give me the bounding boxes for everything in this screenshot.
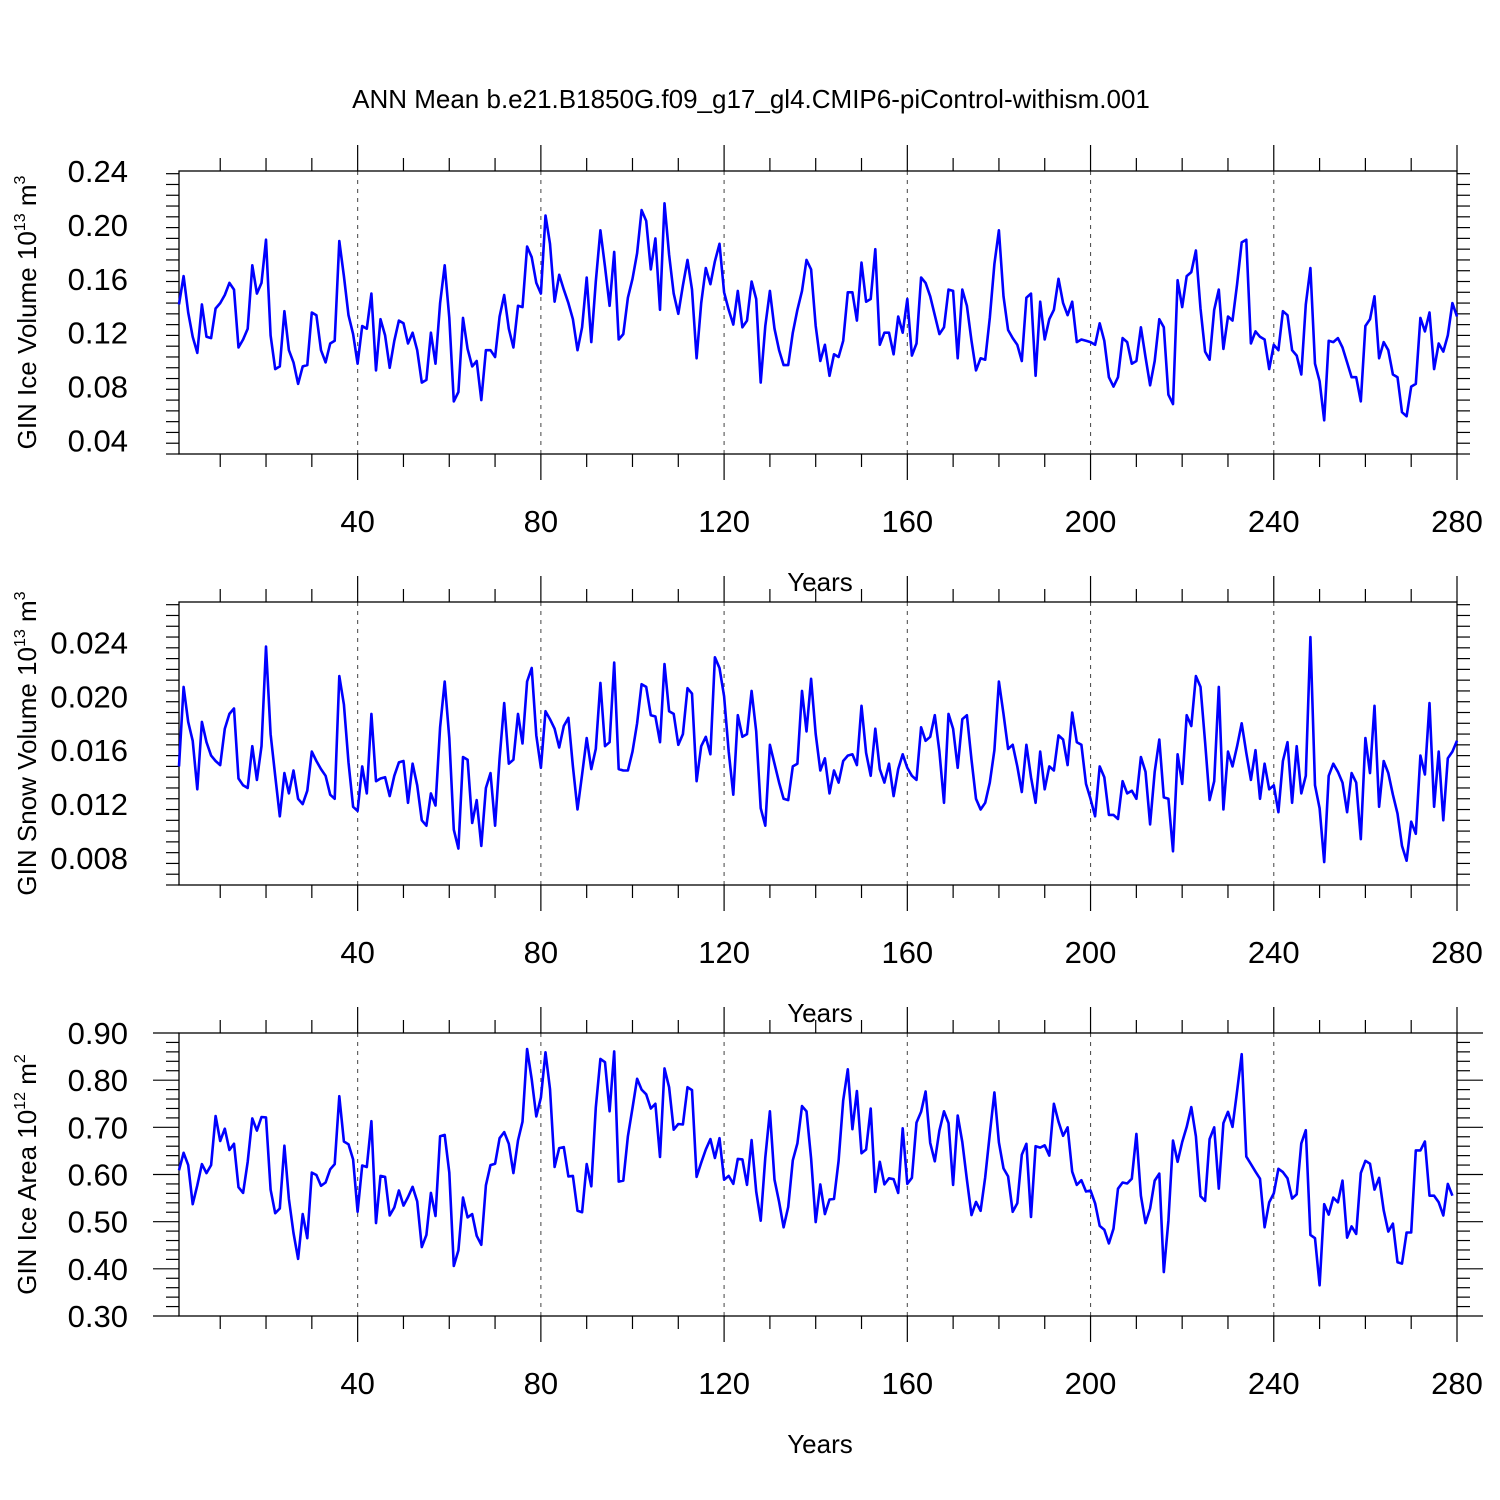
panel-ice-area-xlabel: Years: [787, 1429, 853, 1459]
panel-snow-volume-series: [177, 635, 1459, 864]
ylabel-exponent: 13: [12, 213, 29, 231]
panel-ice-area-ylabel: GIN Ice Area 1012 m2: [12, 1054, 42, 1295]
x-tick-label: 80: [524, 504, 558, 539]
y-tick-label: 0.016: [50, 733, 128, 768]
y-tick-label: 0.04: [68, 424, 128, 459]
x-tick-label: 200: [1065, 1366, 1117, 1401]
panel-ice-area-frame: [178, 1032, 1458, 1317]
panel-ice-volume-ylabel: GIN Ice Volume 1013 m3: [12, 175, 42, 449]
x-tick-label: 160: [881, 1366, 933, 1401]
x-tick-label: 280: [1431, 935, 1483, 970]
x-tick-label: 240: [1248, 504, 1300, 539]
x-tick-label: 80: [524, 935, 558, 970]
x-tick-label: 40: [340, 935, 374, 970]
y-tick-label: 0.08: [68, 370, 128, 405]
series-line: [177, 202, 1459, 422]
series-line: [177, 635, 1459, 864]
y-tick-label: 0.16: [68, 262, 128, 297]
y-tick-label: 0.008: [50, 841, 128, 876]
x-tick-label: 160: [881, 504, 933, 539]
main-title: ANN Mean b.e21.B1850G.f09_g17_gl4.CMIP6-…: [352, 84, 1150, 114]
y-tick-label: 0.90: [68, 1016, 128, 1051]
ylabel-exponent: 12: [12, 1092, 29, 1110]
y-tick-label: 0.020: [50, 679, 128, 714]
panel-ice-area-ticks: [153, 1007, 1483, 1342]
series-line: [177, 1047, 1454, 1287]
panel-ice-area-tick-labels: 40 80 120 160 200 240 280 0.30 0.40 0.50 0.60 0.70 0…: [68, 1016, 1483, 1401]
ylabel-text: GIN Ice Area 10: [12, 1110, 42, 1295]
x-tick-label: 80: [524, 1366, 558, 1401]
x-tick-label: 160: [881, 935, 933, 970]
ylabel-text: GIN Ice Volume 10: [12, 231, 42, 449]
panel-ice-volume-grid: [357, 171, 1275, 454]
y-tick-label: 0.70: [68, 1110, 128, 1145]
panel-ice-volume-ticks: [166, 145, 1470, 480]
y-tick-label: 0.20: [68, 208, 128, 243]
ylabel-unit: m: [12, 600, 42, 629]
y-tick-label: 0.50: [68, 1205, 128, 1240]
y-tick-label: 0.30: [68, 1299, 128, 1334]
panel-snow-volume-grid: [357, 602, 1275, 885]
x-tick-label: 40: [340, 504, 374, 539]
ylabel-exponent: 13: [12, 629, 29, 647]
x-tick-label: 240: [1248, 1366, 1300, 1401]
y-tick-label: 0.60: [68, 1158, 128, 1193]
panel-ice-volume-frame: [178, 170, 1458, 455]
ylabel-unit: m: [12, 184, 42, 213]
panel-ice-volume-series: [177, 202, 1459, 422]
panel-snow-volume: 40 80 120 160 200 240 280 0.008 0.012 0.016 0.020 0…: [12, 576, 1483, 1028]
panel-snow-volume-xlabel: Years: [787, 998, 853, 1028]
panel-ice-volume: 40 80 120 160 200 240 280 0.04 0.08 0.12 0.16 0.20 0…: [12, 145, 1483, 597]
y-tick-label: 0.12: [68, 316, 128, 351]
x-tick-label: 240: [1248, 935, 1300, 970]
panel-snow-volume-tick-labels: 40 80 120 160 200 240 280 0.008 0.012 0.016 0.020 0…: [50, 625, 1482, 970]
ylabel-unit-exponent: 2: [12, 1054, 29, 1063]
y-tick-label: 0.012: [50, 787, 128, 822]
x-tick-label: 120: [698, 1366, 750, 1401]
x-tick-label: 40: [340, 1366, 374, 1401]
panel-ice-area: 40 80 120 160 200 240 280 0.30 0.40 0.50 0.60 0.70 0…: [12, 1007, 1483, 1459]
ylabel-unit-exponent: 3: [12, 175, 29, 184]
ylabel-unit: m: [12, 1063, 42, 1092]
ylabel-unit-exponent: 3: [12, 591, 29, 600]
panel-ice-area-series: [177, 1047, 1454, 1287]
x-tick-label: 120: [698, 935, 750, 970]
y-tick-label: 0.80: [68, 1063, 128, 1098]
panel-snow-volume-ylabel: GIN Snow Volume 1013 m3: [12, 591, 42, 895]
x-tick-label: 200: [1065, 935, 1117, 970]
y-tick-label: 0.40: [68, 1252, 128, 1287]
x-tick-label: 280: [1431, 1366, 1483, 1401]
panel-ice-area-grid: [357, 1033, 1275, 1316]
panel-ice-volume-xlabel: Years: [787, 567, 853, 597]
x-tick-label: 120: [698, 504, 750, 539]
y-tick-label: 0.24: [68, 154, 128, 189]
ylabel-text: GIN Snow Volume 10: [12, 647, 42, 896]
x-tick-label: 200: [1065, 504, 1117, 539]
y-tick-label: 0.024: [50, 625, 128, 660]
panel-snow-volume-ticks: [166, 576, 1470, 911]
x-tick-label: 280: [1431, 504, 1483, 539]
panel-ice-volume-tick-labels: 40 80 120 160 200 240 280 0.04 0.08 0.12 0.16 0.20 0…: [68, 154, 1483, 539]
